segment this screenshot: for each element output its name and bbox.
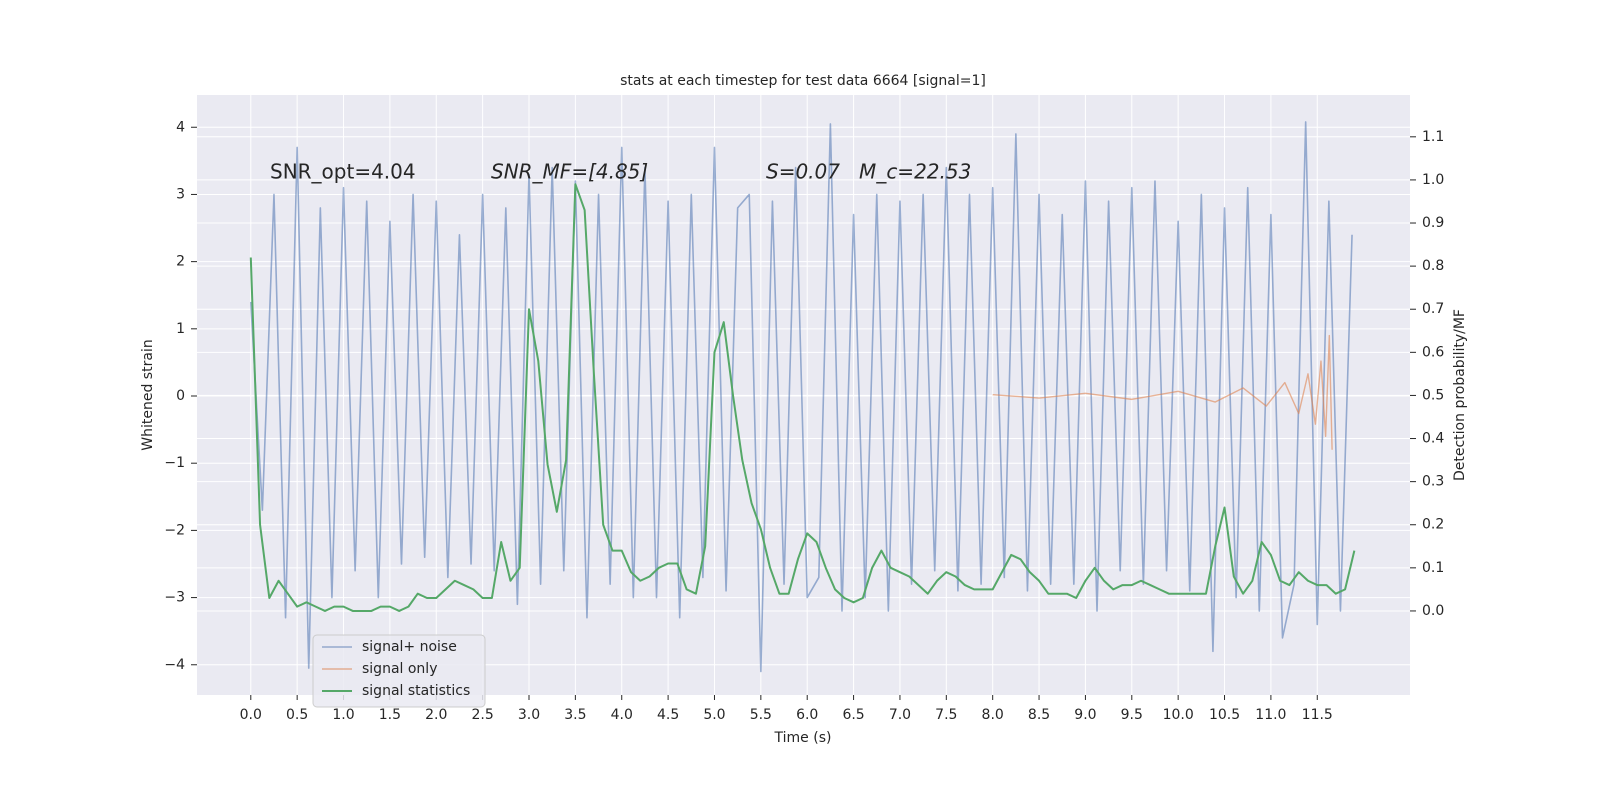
y-tick-label: 3 — [176, 186, 185, 202]
y-tick-label: −1 — [164, 455, 185, 471]
x-tick-label: 10.0 — [1163, 707, 1194, 723]
legend-label: signal statistics — [362, 683, 470, 699]
y2-tick-label: 0.2 — [1422, 517, 1444, 533]
x-axis-label: Time (s) — [774, 730, 832, 746]
x-tick-label: 7.5 — [935, 707, 957, 723]
y2-tick-label: 0.6 — [1422, 344, 1444, 360]
x-tick-label: 9.5 — [1121, 707, 1143, 723]
x-tick-label: 11.5 — [1302, 707, 1333, 723]
x-tick-label: 8.5 — [1028, 707, 1050, 723]
x-tick-label: 5.5 — [750, 707, 772, 723]
y2-tick-label: 0.0 — [1422, 603, 1444, 619]
legend-label: signal only — [362, 661, 437, 677]
y-axis-label: Whitened strain — [140, 339, 156, 450]
series-line — [249, 121, 1353, 673]
series-line — [992, 334, 1333, 450]
x-tick-label: 8.0 — [982, 707, 1004, 723]
x-tick-label: 9.0 — [1074, 707, 1096, 723]
labels: 0.0 0.5 1.0 1.5 2.0 2.5 3.0 3.5 4.0 4.5 5.0 5.5 6.0 6… — [164, 119, 1444, 723]
y2-tick-label: 0.1 — [1422, 560, 1444, 576]
y2-tick-label: 1.1 — [1422, 129, 1444, 145]
x-tick-label: 6.0 — [796, 707, 818, 723]
x-tick-label: 2.0 — [425, 707, 447, 723]
marks — [249, 121, 1356, 673]
y2-tick-label: 0.9 — [1422, 215, 1444, 231]
y2-tick-label: 0.5 — [1422, 387, 1444, 403]
y2-tick-label: 0.3 — [1422, 474, 1444, 490]
y2-tick-label: 0.7 — [1422, 301, 1444, 317]
y2-tick-label: 1.0 — [1422, 172, 1444, 188]
legend-label: signal+ noise — [362, 639, 457, 655]
x-tick-label: 4.0 — [611, 707, 633, 723]
x-tick-label: 4.5 — [657, 707, 679, 723]
y-tick-label: −2 — [164, 522, 185, 538]
x-tick-label: 3.0 — [518, 707, 540, 723]
y-tick-label: −4 — [164, 657, 185, 673]
x-tick-label: 0.5 — [286, 707, 308, 723]
x-tick-label: 6.5 — [842, 707, 864, 723]
y-tick-label: 4 — [176, 119, 185, 135]
x-tick-label: 1.5 — [379, 707, 401, 723]
y-tick-label: 1 — [176, 321, 185, 337]
x-tick-label: 11.0 — [1255, 707, 1286, 723]
series-line — [249, 183, 1356, 612]
x-tick-label: 7.0 — [889, 707, 911, 723]
chart-title: stats at each timestep for test data 666… — [620, 73, 986, 89]
legend: signal+ noise signal only signal statistic… — [312, 634, 486, 708]
x-tick-label: 3.5 — [564, 707, 586, 723]
legend-box — [312, 634, 486, 708]
x-tick-label: 5.0 — [703, 707, 725, 723]
x-tick-label: 2.5 — [471, 707, 493, 723]
y2-tick-label: 0.8 — [1422, 258, 1444, 274]
y-tick-label: −3 — [164, 590, 185, 606]
y-tick-label: 0 — [176, 388, 185, 404]
y-tick-label: 2 — [176, 254, 185, 270]
x-tick-label: 0.0 — [240, 707, 262, 723]
y2-axis-label: Detection probability/MF — [1452, 309, 1468, 481]
annotation: SNR_opt=4.04 — [270, 160, 416, 184]
y2-tick-label: 0.4 — [1422, 431, 1444, 447]
annotation: SNR_MF=[4.85] — [491, 160, 648, 184]
x-tick-label: 1.0 — [332, 707, 354, 723]
annotation: S=0.07 M_c=22.53 — [766, 160, 971, 184]
x-tick-label: 10.5 — [1209, 707, 1240, 723]
